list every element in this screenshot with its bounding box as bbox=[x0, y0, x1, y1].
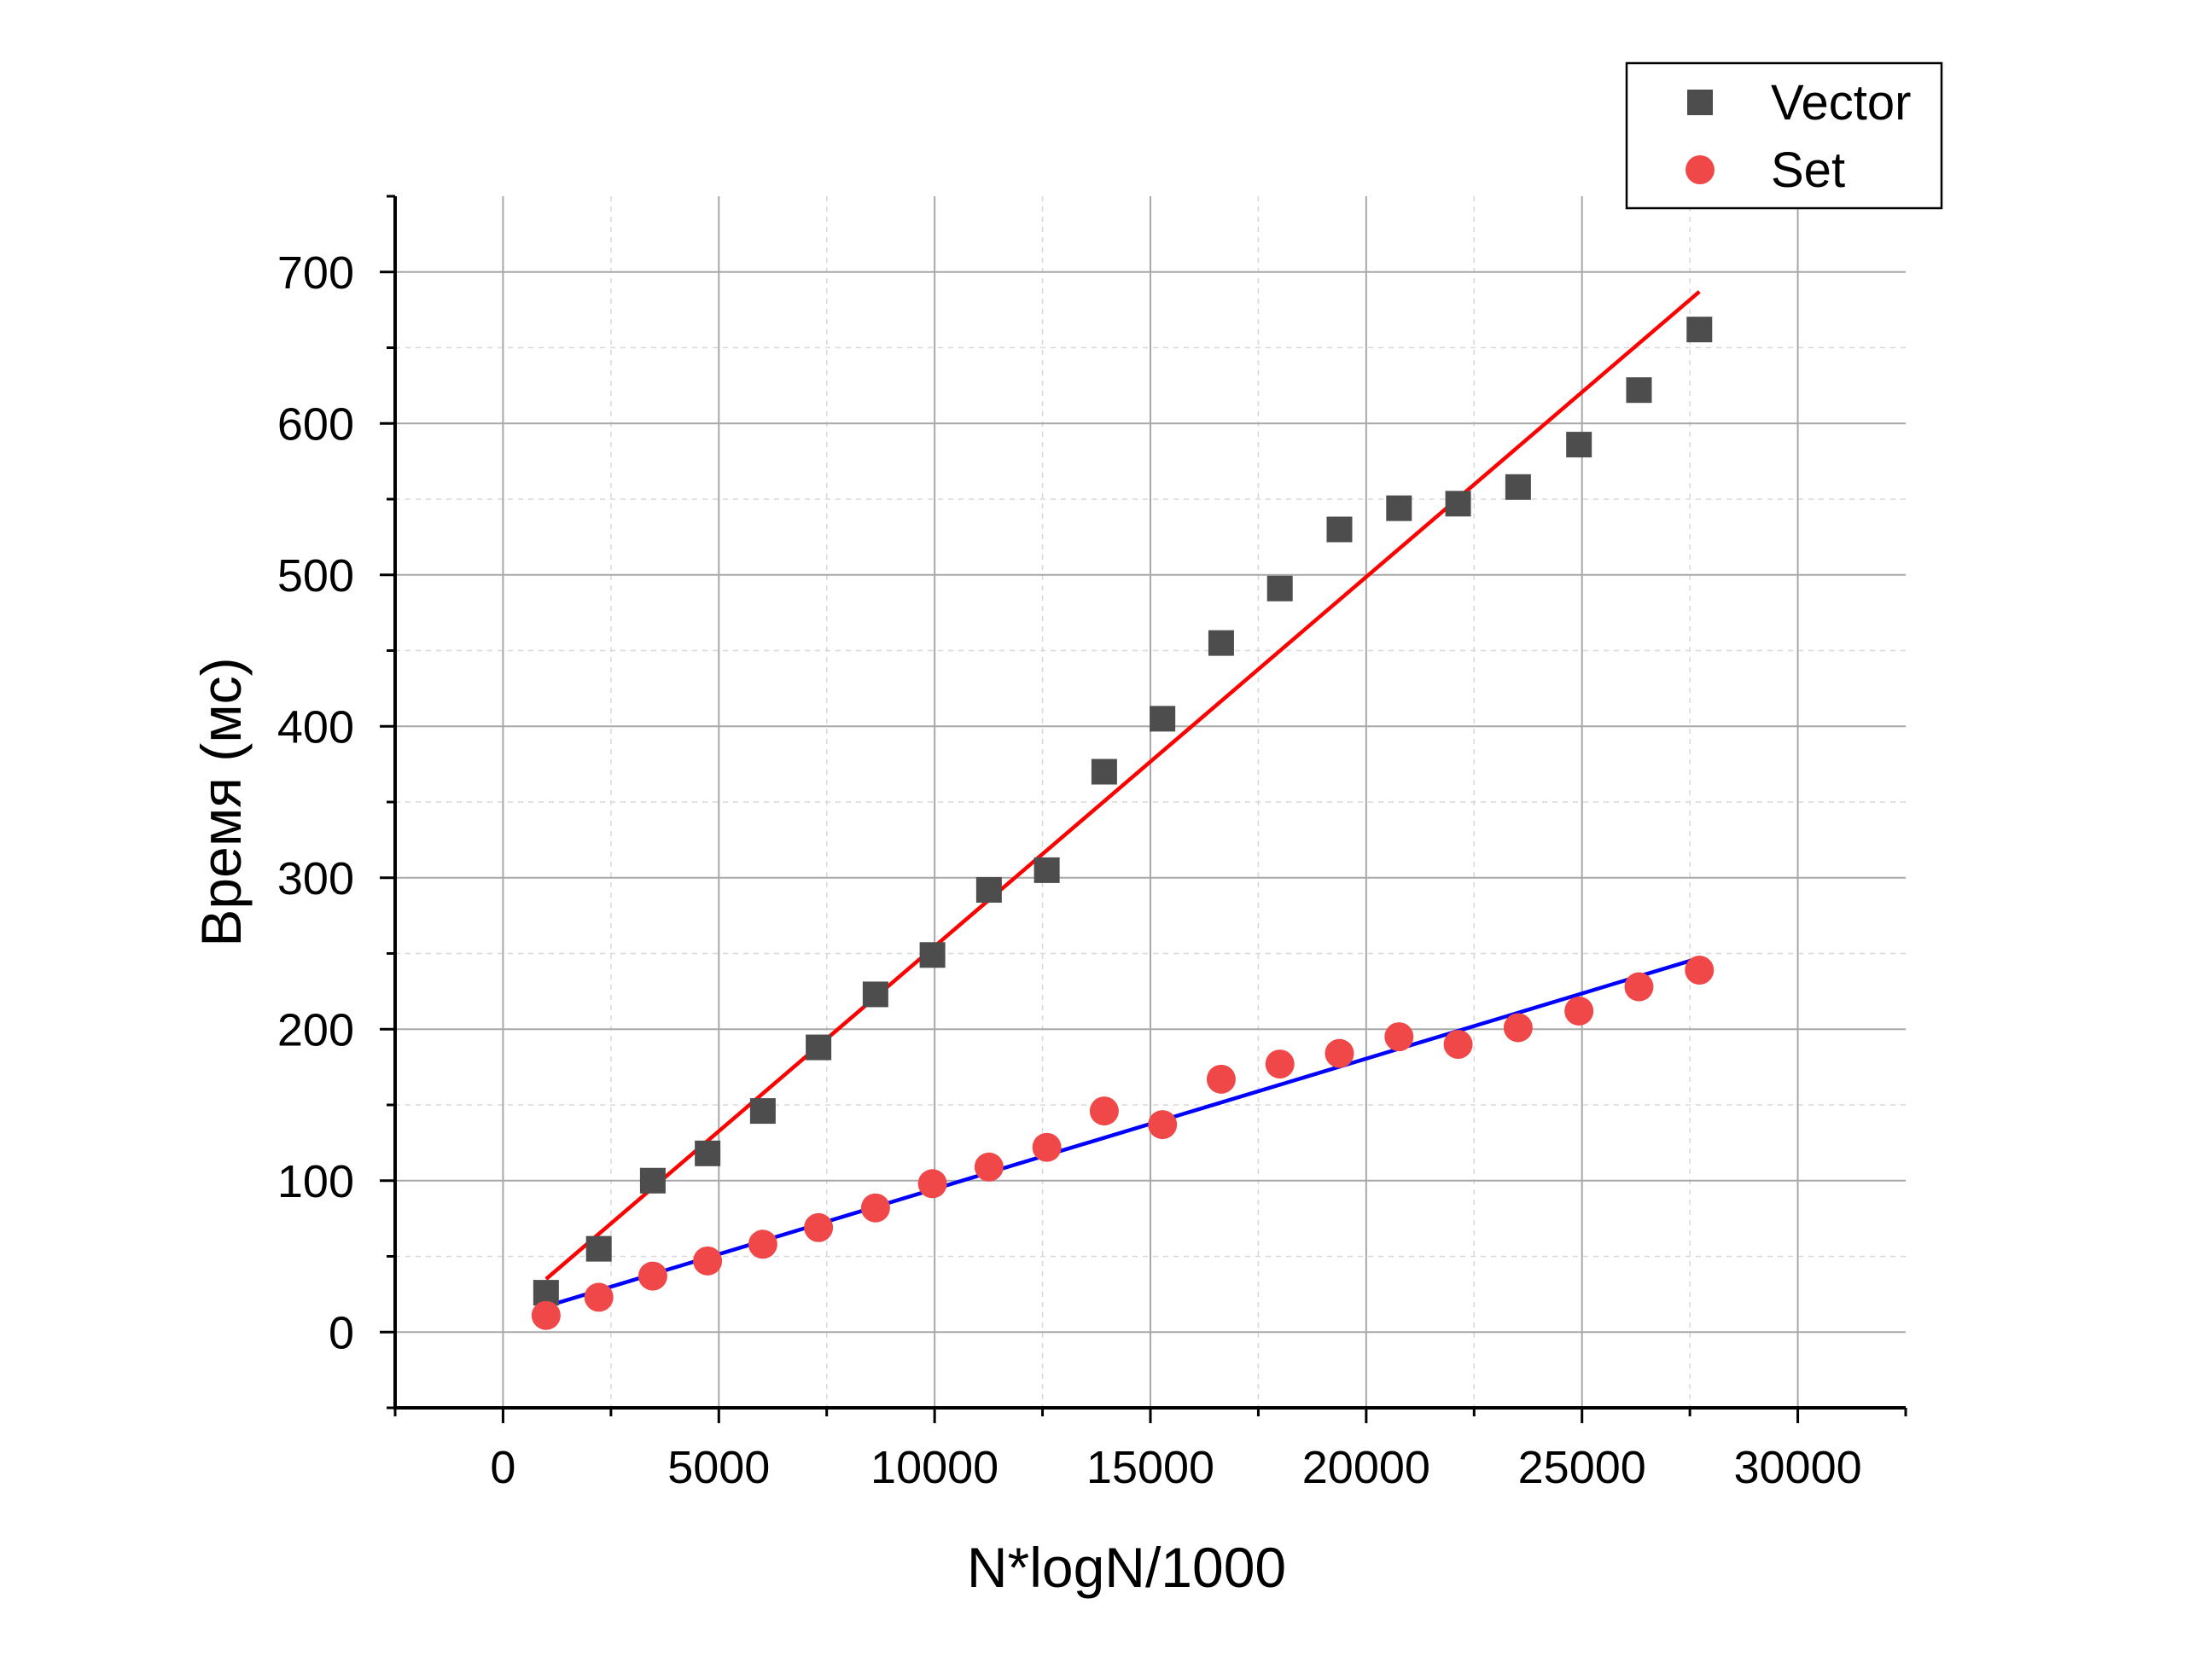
point-vector bbox=[1208, 630, 1234, 656]
x-tick-label: 20000 bbox=[1302, 1442, 1430, 1493]
point-vector bbox=[585, 1235, 612, 1262]
point-set bbox=[1032, 1132, 1062, 1162]
point-vector bbox=[1626, 377, 1652, 404]
point-set bbox=[748, 1229, 777, 1259]
point-set bbox=[1148, 1110, 1178, 1140]
tick-labels: 0 5000 10000 15000 20000 25000 30000 0 100 200 300… bbox=[277, 247, 1862, 1493]
point-vector bbox=[862, 981, 888, 1008]
y-tick-label: 500 bbox=[277, 550, 354, 602]
y-tick-label: 400 bbox=[277, 701, 354, 753]
fit-lines bbox=[544, 290, 1701, 1309]
point-vector bbox=[639, 1167, 666, 1194]
point-vector bbox=[695, 1140, 721, 1166]
point-vector bbox=[1386, 495, 1412, 521]
point-vector bbox=[975, 876, 1002, 903]
y-tick-label: 200 bbox=[277, 1004, 354, 1055]
point-set bbox=[804, 1212, 834, 1242]
legend-label-vector: Vector bbox=[1771, 75, 1911, 131]
point-set bbox=[1685, 956, 1715, 985]
fit-line-set bbox=[545, 956, 1700, 1309]
point-set bbox=[974, 1152, 1004, 1182]
point-vector bbox=[1445, 491, 1471, 517]
x-tick-label: 5000 bbox=[667, 1442, 770, 1493]
point-set bbox=[1624, 972, 1654, 1002]
x-tick-label: 30000 bbox=[1733, 1442, 1861, 1493]
point-vector bbox=[1505, 474, 1531, 500]
legend: Vector Set bbox=[1625, 61, 1943, 210]
legend-label-set: Set bbox=[1771, 142, 1845, 198]
legend-marker-vector bbox=[1687, 90, 1713, 115]
point-set bbox=[1089, 1096, 1119, 1126]
point-set bbox=[1384, 1022, 1414, 1052]
point-vector bbox=[1566, 432, 1592, 458]
point-vector bbox=[1150, 706, 1176, 732]
point-set bbox=[1325, 1038, 1354, 1068]
data-points bbox=[531, 317, 1715, 1330]
point-vector bbox=[919, 942, 946, 968]
point-set bbox=[1443, 1030, 1473, 1059]
point-set bbox=[860, 1193, 890, 1223]
point-set bbox=[584, 1282, 614, 1312]
y-tick-label: 300 bbox=[277, 853, 354, 904]
point-vector bbox=[1326, 516, 1353, 543]
fit-line-vector bbox=[544, 290, 1701, 1281]
grid bbox=[395, 196, 1906, 1408]
y-tick-label: 700 bbox=[277, 247, 354, 299]
legend-box bbox=[1625, 61, 1943, 210]
legend-marker-set bbox=[1686, 155, 1715, 184]
point-set bbox=[1206, 1064, 1236, 1094]
point-vector bbox=[749, 1098, 776, 1125]
x-tick-label: 15000 bbox=[1086, 1442, 1214, 1493]
point-set bbox=[693, 1246, 723, 1276]
y-tick-label: 600 bbox=[277, 398, 354, 450]
point-set bbox=[1564, 996, 1594, 1026]
point-vector bbox=[1033, 857, 1060, 883]
y-tick-label: 0 bbox=[329, 1307, 354, 1358]
point-set bbox=[917, 1169, 947, 1199]
point-set bbox=[531, 1300, 561, 1330]
y-axis-title: Время (мс) bbox=[189, 657, 253, 946]
point-set bbox=[638, 1261, 667, 1291]
point-set bbox=[1503, 1013, 1533, 1043]
point-vector bbox=[1091, 759, 1117, 785]
x-tick-label: 25000 bbox=[1518, 1442, 1646, 1493]
point-vector bbox=[1266, 575, 1293, 602]
ticks bbox=[380, 195, 1907, 1423]
x-axis-title: N*logN/1000 bbox=[967, 1536, 1286, 1599]
point-set bbox=[1265, 1049, 1295, 1079]
point-vector bbox=[1686, 317, 1713, 343]
y-tick-label: 100 bbox=[277, 1156, 354, 1207]
x-tick-label: 10000 bbox=[870, 1442, 999, 1493]
point-vector bbox=[806, 1034, 832, 1061]
x-tick-label: 0 bbox=[490, 1442, 515, 1493]
